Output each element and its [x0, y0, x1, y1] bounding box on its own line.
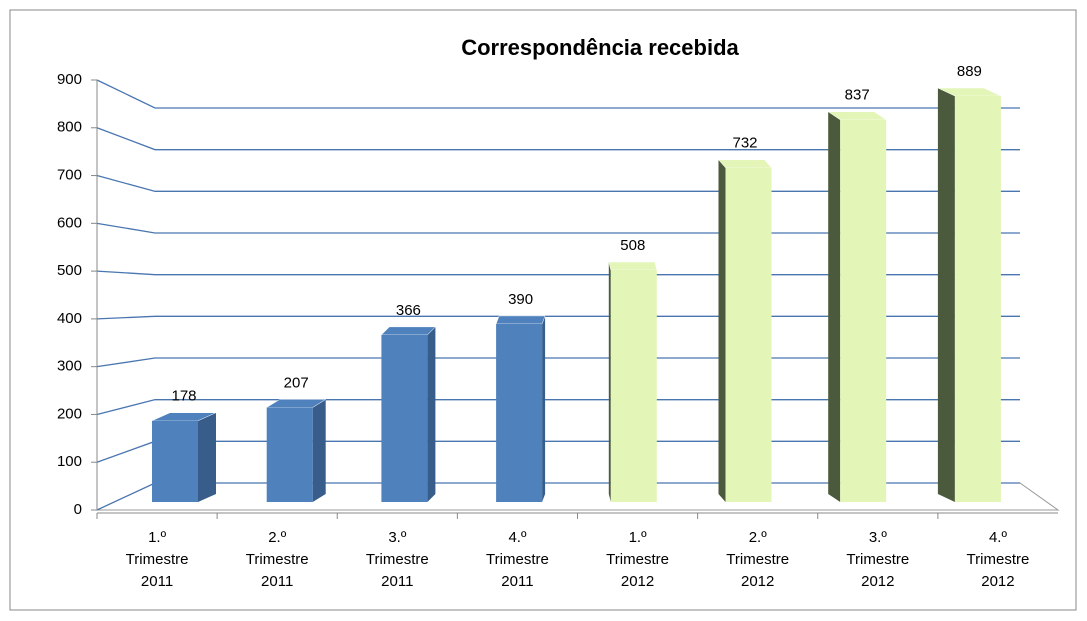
bar-side	[828, 111, 841, 503]
y-tick-label: 0	[74, 501, 82, 518]
y-tick-label: 200	[57, 405, 82, 422]
bar-side	[198, 412, 216, 502]
bar-top	[380, 326, 437, 336]
bar	[610, 270, 657, 502]
bar-side	[608, 262, 611, 502]
bar	[381, 334, 428, 502]
y-tick-label: 400	[57, 310, 82, 327]
data-label: 390	[508, 291, 533, 308]
bar	[496, 323, 543, 502]
bar-side	[937, 88, 955, 503]
bar	[725, 167, 772, 502]
x-tick-label: 1.º Trimestre 2011	[126, 529, 189, 590]
bar-top	[717, 159, 773, 168]
y-tick-label: 700	[57, 167, 82, 184]
data-label: 889	[957, 63, 982, 80]
bar-top	[608, 261, 658, 271]
data-label: 178	[171, 388, 196, 405]
y-tick-label: 800	[57, 119, 82, 136]
bar	[840, 119, 887, 503]
bar-side	[718, 159, 726, 502]
x-tick-label: 2.º Trimestre 2012	[726, 529, 789, 590]
data-label: 837	[845, 87, 870, 104]
grid-line	[96, 79, 1020, 109]
x-tick-label: 4.º Trimestre 2011	[486, 529, 549, 590]
bar-top	[495, 315, 546, 325]
y-tick-label: 500	[57, 262, 82, 279]
x-tick-label: 1.º Trimestre 2012	[606, 529, 669, 590]
chart-title: Correspondência recebida	[461, 35, 739, 60]
bar-side	[427, 326, 436, 502]
y-tick-label: 600	[57, 214, 82, 231]
data-label: 207	[284, 374, 309, 391]
chart-frame	[9, 9, 1077, 611]
y-tick-label: 100	[57, 453, 82, 470]
bar-side	[542, 315, 546, 502]
y-tick-label: 900	[57, 71, 82, 88]
x-tick-label: 3.º Trimestre 2012	[846, 529, 909, 590]
floor	[96, 482, 1060, 511]
bar	[954, 96, 1001, 503]
bar	[266, 407, 313, 502]
data-label: 508	[620, 237, 645, 254]
x-tick-label: 4.º Trimestre 2012	[967, 529, 1030, 590]
y-tick-label: 300	[57, 358, 82, 375]
bar	[152, 420, 198, 502]
x-tick-label: 2.º Trimestre 2011	[246, 529, 309, 590]
bar-side	[312, 399, 326, 502]
data-label: 366	[396, 302, 421, 319]
x-tick-label: 3.º Trimestre 2011	[366, 529, 429, 590]
grid-line	[96, 127, 1020, 151]
data-label: 732	[732, 135, 757, 152]
